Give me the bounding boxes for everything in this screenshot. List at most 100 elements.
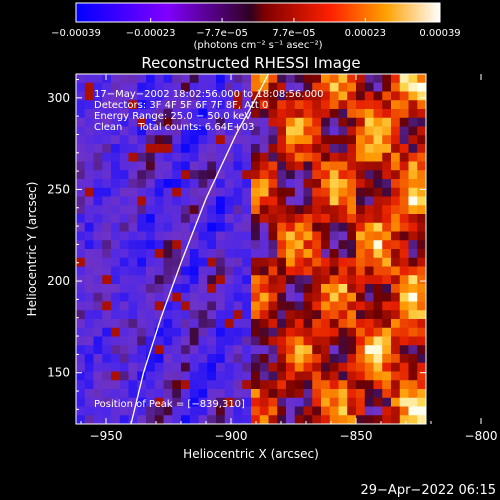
heatmap-cell (172, 275, 182, 285)
heatmap-cell (347, 336, 357, 346)
heatmap-cell (294, 415, 304, 424)
heatmap-cell (154, 187, 164, 197)
heatmap-cell (242, 319, 252, 329)
heatmap-cell (338, 292, 348, 302)
heatmap-cell (76, 415, 86, 424)
heatmap-cell (294, 406, 304, 416)
heatmap-cell (321, 161, 331, 171)
heatmap-cell (146, 205, 156, 215)
heatmap-cell (146, 336, 156, 346)
heatmap-cell (321, 135, 331, 145)
heatmap-cell (137, 135, 147, 145)
heatmap-cell (216, 240, 226, 250)
heatmap-cell (268, 292, 278, 302)
heatmap-cell (356, 345, 366, 355)
heatmap-cell (119, 327, 129, 337)
y-tick-label: 250 (47, 182, 70, 196)
heatmap-cell (154, 161, 164, 171)
heatmap-cell (321, 187, 331, 197)
heatmap-cell (84, 310, 94, 320)
heatmap-cell (303, 152, 313, 162)
heatmap-cell (128, 214, 138, 224)
heatmap-cell (198, 336, 208, 346)
heatmap-cell (216, 415, 226, 424)
heatmap-cell (303, 310, 313, 320)
colorbar-tick-label: −0.00039 (51, 28, 101, 39)
heatmap-cell (382, 170, 392, 180)
heatmap-cell (224, 310, 234, 320)
heatmap-cell (259, 310, 269, 320)
heatmap-cell (233, 196, 243, 206)
heatmap-cell (277, 179, 287, 189)
heatmap-cell (119, 126, 129, 136)
heatmap-cell (364, 179, 374, 189)
heatmap-cell (93, 292, 103, 302)
heatmap-cell (172, 292, 182, 302)
colorbar-tick-label: 0.00023 (345, 28, 386, 39)
heatmap-cell (111, 240, 121, 250)
heatmap-cell (294, 135, 304, 145)
heatmap-cell (268, 327, 278, 337)
heatmap-cell (181, 354, 191, 364)
heatmap-cell (181, 231, 191, 241)
heatmap-cell (154, 126, 164, 136)
heatmap-cell (84, 161, 94, 171)
heatmap-cell (181, 327, 191, 337)
heatmap-cell (286, 117, 296, 127)
heatmap-cell (242, 100, 252, 110)
heatmap-cell (84, 214, 94, 224)
heatmap-cell (338, 389, 348, 399)
heatmap-cell (347, 214, 357, 224)
heatmap-cell (102, 389, 112, 399)
heatmap-cell (347, 152, 357, 162)
heatmap-cell (172, 345, 182, 355)
heatmap-cell (146, 187, 156, 197)
heatmap-cell (251, 345, 261, 355)
heatmap-cell (251, 170, 261, 180)
heatmap-cell (119, 406, 129, 416)
heatmap-cell (364, 196, 374, 206)
heatmap-cell (93, 327, 103, 337)
heatmap-cell (102, 152, 112, 162)
heatmap-cell (198, 406, 208, 416)
heatmap-cell (233, 319, 243, 329)
heatmap-cell (242, 327, 252, 337)
heatmap-cell (294, 74, 304, 84)
heatmap-cell (373, 415, 383, 424)
heatmap-cell (154, 380, 164, 390)
heatmap-cell (303, 126, 313, 136)
heatmap-cell (128, 336, 138, 346)
heatmap-cell (102, 82, 112, 92)
heatmap-cell (207, 231, 217, 241)
heatmap-cell (84, 222, 94, 232)
heatmap-cell (128, 389, 138, 399)
heatmap-cell (242, 292, 252, 302)
heatmap-cell (364, 301, 374, 311)
heatmap-cell (102, 144, 112, 154)
heatmap-cell (286, 415, 296, 424)
heatmap-cell (128, 406, 138, 416)
heatmap-cell (277, 117, 287, 127)
heatmap-cell (321, 249, 331, 259)
heatmap-cell (233, 345, 243, 355)
heatmap-cell (111, 327, 121, 337)
heatmap-cells (76, 74, 426, 424)
heatmap-cell (137, 214, 147, 224)
heatmap-cell (76, 214, 86, 224)
heatmap-cell (146, 152, 156, 162)
heatmap-cell (268, 91, 278, 101)
heatmap-cell (93, 319, 103, 329)
heatmap-cell (408, 275, 418, 285)
heatmap-cell (294, 117, 304, 127)
heatmap-cell (373, 345, 383, 355)
heatmap-cell (224, 389, 234, 399)
heatmap-cell (329, 205, 339, 215)
heatmap-cell (382, 292, 392, 302)
heatmap-cell (233, 152, 243, 162)
heatmap-cell (207, 284, 217, 294)
heatmap-cell (102, 284, 112, 294)
heatmap-cell (216, 117, 226, 127)
heatmap-cell (189, 257, 199, 267)
heatmap-cell (364, 257, 374, 267)
heatmap-cell (224, 74, 234, 84)
